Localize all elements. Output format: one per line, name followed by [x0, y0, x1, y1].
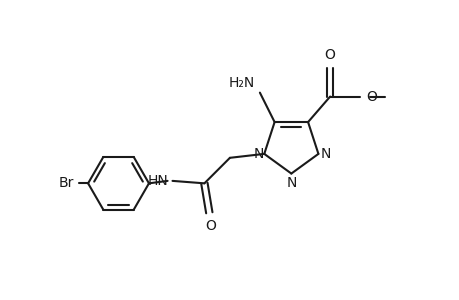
Text: N: N: [285, 176, 296, 190]
Text: O: O: [324, 48, 335, 62]
Text: N: N: [253, 147, 264, 161]
Text: N: N: [320, 147, 330, 161]
Text: O: O: [365, 89, 376, 103]
Text: Br: Br: [59, 176, 74, 190]
Text: O: O: [204, 219, 215, 233]
Text: HN: HN: [147, 174, 168, 188]
Text: H₂N: H₂N: [228, 76, 254, 90]
